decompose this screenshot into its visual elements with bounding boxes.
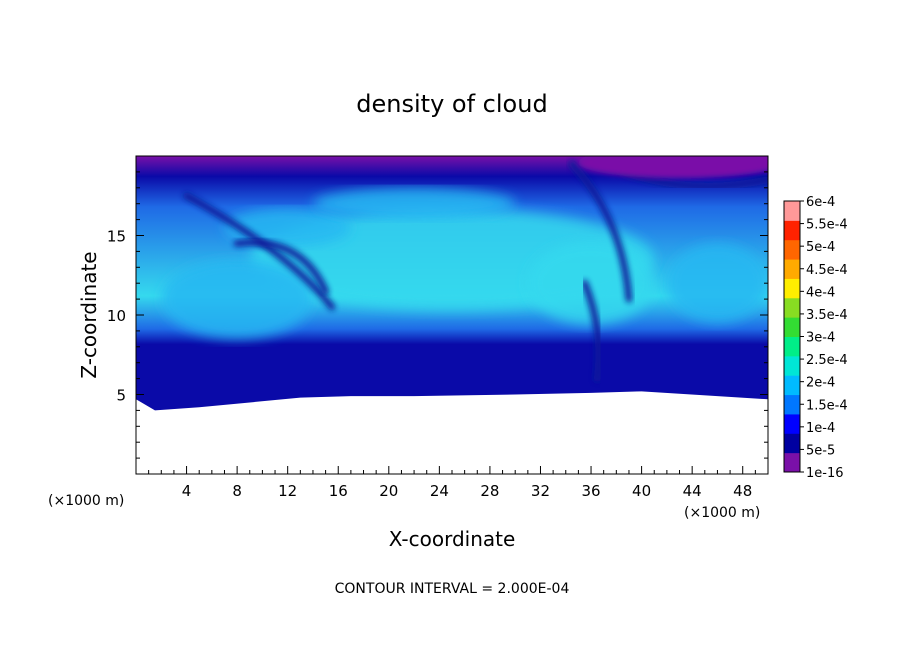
cloud-density-field [136, 156, 768, 411]
chart-title: density of cloud [356, 90, 547, 118]
x-axis: 4 8 12 16 20 24 28 32 36 40 44 48 [148, 466, 756, 500]
colorbar-swatch [784, 317, 800, 337]
x-tick-label: 36 [581, 482, 600, 500]
x-axis-label: X-coordinate [389, 527, 516, 551]
y-tick-label: 5 [116, 387, 126, 405]
x-unit-label-left: (×1000 m) [48, 493, 124, 509]
colorbar-label: 5.5e-4 [806, 218, 848, 233]
colorbar-swatch [784, 413, 800, 434]
colorbar-label: 4e-4 [806, 285, 835, 300]
colorbar-swatch [784, 375, 800, 396]
density-streak [233, 239, 330, 295]
colorbar-swatch [784, 355, 800, 376]
colorbar-swatch [784, 201, 800, 221]
y-axis: 5 10 15 [107, 171, 768, 459]
colorbar-label: 1.5e-4 [806, 398, 848, 413]
colorbar-swatch [784, 259, 800, 279]
colorbar-swatch [784, 452, 800, 473]
x-tick-label: 32 [531, 482, 550, 500]
colorbar-swatch [784, 433, 800, 454]
x-tick-label: 20 [379, 482, 398, 500]
density-streak [183, 192, 336, 311]
y-axis-label: Z-coordinate [77, 251, 101, 378]
y-tick-label: 10 [107, 307, 126, 325]
colorbar-swatch [784, 297, 800, 318]
x-tick-label: 44 [683, 482, 702, 500]
colorbar-label: 2e-4 [806, 376, 835, 391]
colorbar-label: 5e-5 [806, 443, 835, 458]
x-tick-label: 24 [430, 482, 449, 500]
colorbar: 6e-4 5.5e-4 5e-4 4.5e-4 4e-4 3.5e-4 3e-4 2.5e-4… [783, 195, 848, 481]
x-tick-label: 48 [733, 482, 752, 500]
x-tick-label: 8 [232, 482, 242, 500]
density-streak [568, 160, 633, 303]
density-blob [666, 243, 768, 323]
density-blob [312, 187, 516, 220]
density-streak [581, 279, 603, 383]
y-tick-label: 15 [107, 228, 126, 246]
x-tick-label: 16 [329, 482, 348, 500]
x-tick-label: 12 [278, 482, 297, 500]
colorbar-swatch [784, 220, 800, 241]
colorbar-swatch [784, 239, 800, 260]
colorbar-label: 3.5e-4 [806, 308, 848, 323]
low-density-region [578, 156, 768, 179]
colorbar-swatch [784, 278, 800, 299]
colorbar-label: 5e-4 [806, 240, 835, 255]
contour-interval-note: CONTOUR INTERVAL = 2.000E-04 [335, 581, 570, 597]
x-tick-label: 40 [632, 482, 651, 500]
x-tick-label: 4 [182, 482, 192, 500]
colorbar-label: 6e-4 [806, 195, 835, 210]
colorbar-label: 2.5e-4 [806, 353, 848, 368]
x-tick-label: 28 [480, 482, 499, 500]
colorbar-swatch [784, 394, 800, 415]
colorbar-label: 3e-4 [806, 331, 835, 346]
colorbar-label: 1e-4 [806, 421, 835, 436]
colorbar-label: 1e-16 [806, 466, 844, 481]
colorbar-label: 4.5e-4 [806, 263, 848, 278]
density-blob [161, 259, 313, 339]
x-unit-label-right: (×1000 m) [684, 505, 760, 521]
colorbar-swatch [784, 336, 800, 357]
